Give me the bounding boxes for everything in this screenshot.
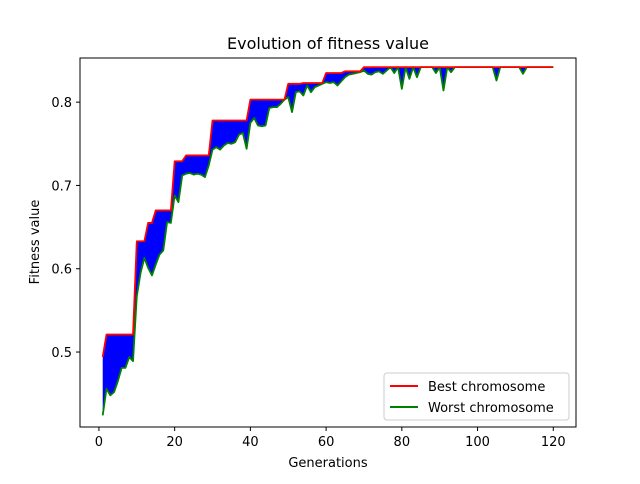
fill-between-area: [102, 67, 554, 416]
x-axis: 0 20 40 60 80 100 120: [95, 427, 566, 450]
legend-label-worst: Worst chromosome: [428, 401, 554, 416]
chart-title: Evolution of fitness value: [227, 34, 429, 53]
y-tick-label: 0.5: [51, 346, 72, 361]
y-tick-label: 0.8: [51, 96, 72, 111]
series-line-worst-chromosome: [101, 66, 554, 416]
y-tick-label: 0.7: [51, 179, 72, 194]
x-axis-label: Generations: [288, 456, 368, 471]
y-axis: 0.5 0.6 0.7 0.8: [51, 96, 80, 361]
x-tick-label: 60: [318, 435, 335, 450]
x-tick-label: 100: [465, 435, 490, 450]
legend: Best chromosome Worst chromosome: [383, 372, 570, 421]
x-tick-label: 80: [394, 435, 411, 450]
y-tick-label: 0.6: [51, 263, 72, 278]
plot-area: [101, 66, 554, 416]
y-axis-label: Fitness value: [28, 200, 43, 285]
plot-frame: [79, 57, 577, 428]
legend-label-best: Best chromosome: [428, 380, 545, 395]
legend-box: [383, 372, 570, 421]
series-line-best-chromosome: [101, 66, 554, 358]
x-tick-label: 0: [95, 435, 103, 450]
x-tick-label: 20: [166, 435, 183, 450]
x-tick-label: 40: [242, 435, 259, 450]
x-tick-label: 120: [541, 435, 566, 450]
